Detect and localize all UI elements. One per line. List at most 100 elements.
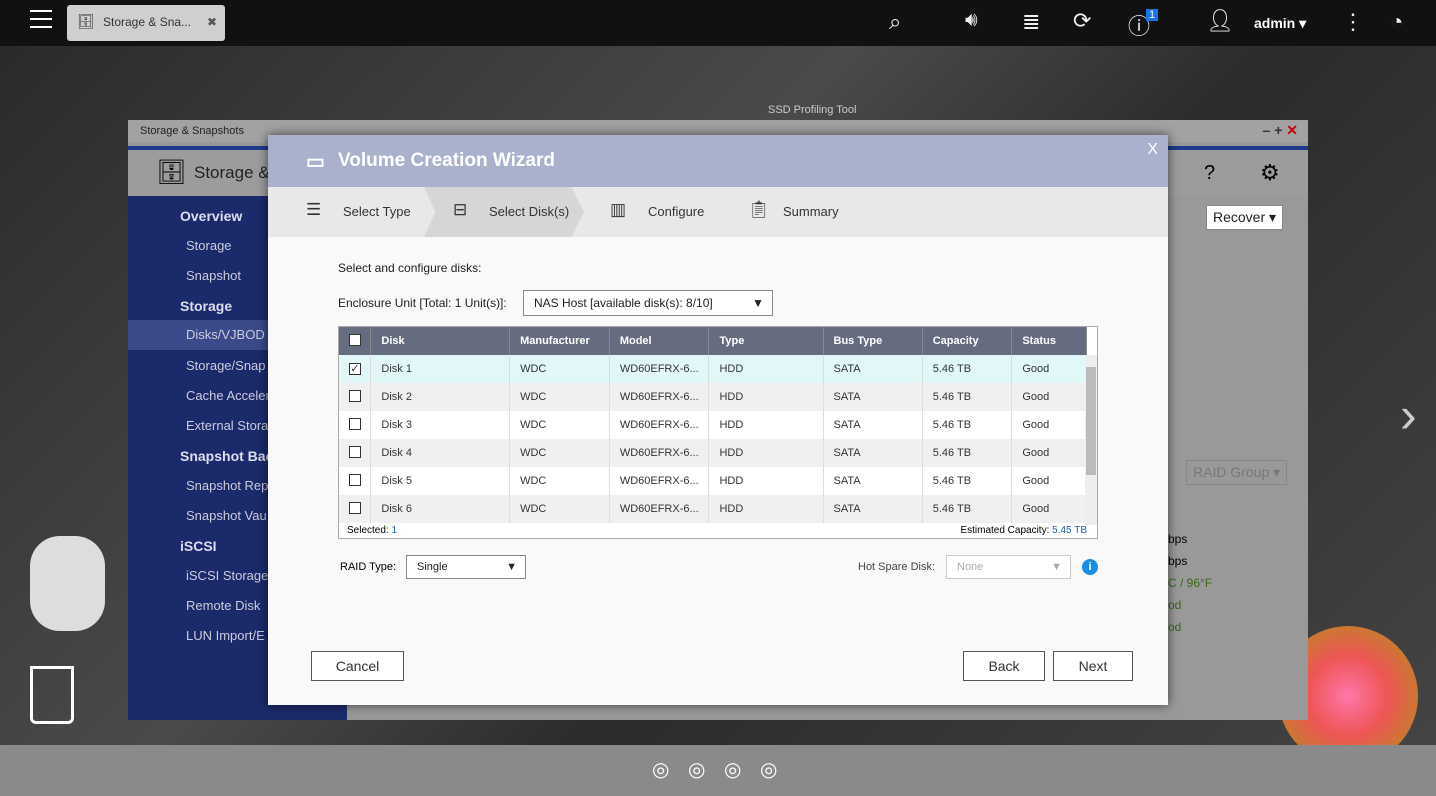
selected-count: Selected: 1 — [347, 525, 397, 536]
volume-icon[interactable]: 🔊︎ — [965, 9, 978, 31]
configure-icon: ▥ — [610, 200, 627, 219]
table-cell: 5.46 TB — [922, 355, 1013, 383]
sidebar-item[interactable]: iSCSI — [180, 538, 217, 554]
sidebar-item[interactable]: iSCSI Storage — [186, 568, 269, 583]
info-icon[interactable]: i — [1082, 559, 1098, 575]
info-icon[interactable]: ⓘ — [1128, 14, 1151, 39]
raid-group-dropdown[interactable]: RAID Group ▾ — [1186, 460, 1288, 485]
desktop-icon-label[interactable]: SSD Profiling Tool — [768, 104, 857, 116]
hot-spare-value: None — [957, 561, 984, 573]
row-checkbox[interactable] — [349, 501, 361, 514]
wizard-title: Volume Creation Wizard — [338, 150, 555, 171]
edit-icon[interactable]: ◎ — [760, 759, 778, 781]
sidebar-item[interactable]: Storage/Snap — [186, 358, 266, 373]
column-header[interactable]: Status — [1011, 327, 1087, 355]
column-header[interactable]: Manufacturer — [509, 327, 610, 355]
table-row[interactable]: Disk 4 WDC WD60EFRX-6... HDD SATA 5.46 TB Good — [339, 439, 1087, 467]
settings-icon[interactable]: ⚙ — [1260, 160, 1280, 185]
checkbox-cell — [339, 411, 372, 439]
more-icon[interactable]: ⋮ — [1342, 9, 1364, 34]
sidebar-item[interactable]: Snapshot Vau — [186, 508, 267, 523]
hot-spare-dropdown[interactable]: None ▼ — [946, 555, 1071, 579]
sidebar-item[interactable]: Storage — [186, 238, 232, 253]
sidebar-item[interactable]: Snapshot Bac — [180, 448, 274, 464]
table-cell: WD60EFRX-6... — [609, 439, 710, 467]
enclosure-dropdown[interactable]: NAS Host [available disk(s): 8/10] ▼ — [523, 290, 773, 316]
row-checkbox[interactable] — [349, 389, 361, 402]
checkbox-cell — [339, 383, 372, 411]
table-row[interactable]: Disk 3 WDC WD60EFRX-6... HDD SATA 5.46 TB Good — [339, 411, 1087, 439]
user-icon[interactable]: 👤︎ — [1206, 8, 1234, 33]
menu-icon[interactable] — [30, 10, 52, 28]
table-row[interactable]: ✓ Disk 1 WDC WD60EFRX-6... HDD SATA 5.46 TB Goo… — [339, 355, 1087, 383]
dashboard-icon[interactable]: ◔ — [1390, 9, 1404, 34]
scrollbar-thumb[interactable] — [1086, 367, 1096, 475]
chevron-down-icon: ▼ — [1051, 561, 1062, 573]
table-cell: WD60EFRX-6... — [609, 355, 710, 383]
row-checkbox[interactable] — [349, 417, 361, 430]
tools-icon[interactable]: ◎ — [688, 759, 706, 781]
table-cell: SATA — [823, 439, 923, 467]
table-cell: 5.46 TB — [922, 467, 1013, 495]
table-cell: WD60EFRX-6... — [609, 411, 710, 439]
trash-icon[interactable] — [30, 666, 74, 724]
sidebar-item[interactable]: Remote Disk — [186, 598, 261, 613]
sidebar-item[interactable]: Snapshot Rep — [186, 478, 269, 493]
app-icon: 🗄 — [156, 159, 187, 186]
tasks-icon[interactable]: ≣ — [1022, 9, 1041, 34]
window-controls[interactable]: – + ✕ — [1262, 122, 1298, 138]
disk-icon: ▭ — [306, 151, 325, 173]
cancel-button[interactable]: Cancel — [311, 651, 404, 681]
sidebar-item[interactable]: Snapshot — [186, 268, 241, 283]
step-select-disks: Select Disk(s) — [489, 204, 570, 219]
table-cell: SATA — [823, 467, 923, 495]
close-button[interactable]: X — [1147, 141, 1158, 158]
cloud-icon[interactable]: ◎ — [652, 759, 670, 781]
book-icon[interactable]: ◎ — [724, 759, 742, 781]
desktop-next-arrow-icon[interactable]: › — [1400, 387, 1417, 443]
raid-type-label: RAID Type: — [340, 561, 397, 573]
sidebar-item[interactable]: Overview — [180, 208, 243, 224]
search-icon[interactable]: ⌕ — [889, 9, 902, 34]
row-checkbox[interactable] — [349, 445, 361, 458]
checkbox-cell: ✓ — [339, 355, 372, 383]
row-checkbox[interactable] — [349, 473, 361, 486]
user-menu[interactable]: admin ▾ — [1254, 15, 1307, 31]
help-icon[interactable]: ? — [1204, 162, 1216, 184]
column-header[interactable]: Disk — [370, 327, 511, 355]
sidebar-item[interactable]: Storage — [180, 298, 233, 314]
raid-type-dropdown[interactable]: Single ▼ — [406, 555, 526, 579]
table-cell: HDD — [708, 383, 824, 411]
table-cell: Good — [1011, 439, 1087, 467]
sync-icon[interactable]: ⟳ — [1073, 8, 1092, 33]
sidebar-item[interactable]: External Stora — [186, 418, 269, 433]
column-header[interactable]: Bus Type — [823, 327, 923, 355]
table-cell: 5.46 TB — [922, 411, 1013, 439]
app-tab[interactable]: 🗄 Storage & Sna... ✖ — [67, 5, 225, 41]
close-icon[interactable]: ✖ — [206, 15, 217, 29]
table-row[interactable]: Disk 6 WDC WD60EFRX-6... HDD SATA 5.46 TB Good — [339, 495, 1087, 523]
sidebar-item[interactable]: LUN Import/E — [186, 628, 265, 643]
sidebar-item[interactable]: Cache Acceler — [186, 388, 270, 403]
table-cell: WD60EFRX-6... — [609, 383, 710, 411]
table-cell: 5.46 TB — [922, 383, 1013, 411]
assistant-robot-icon[interactable] — [30, 536, 105, 631]
disk-table: Disk Manufacturer Model Type Bus Type Capacit… — [338, 326, 1098, 539]
column-header[interactable]: Model — [609, 327, 710, 355]
recover-label: Recover — [1213, 209, 1266, 225]
table-row[interactable]: Disk 5 WDC WD60EFRX-6... HDD SATA 5.46 TB Good — [339, 467, 1087, 495]
volume-creation-wizard: ▭ Volume Creation Wizard X ☰ Select Type ⊟… — [268, 135, 1168, 705]
select-all-checkbox[interactable] — [349, 333, 361, 346]
column-header[interactable]: Type — [708, 327, 824, 355]
column-header[interactable]: Capacity — [922, 327, 1013, 355]
table-row[interactable]: Disk 2 WDC WD60EFRX-6... HDD SATA 5.46 TB Good — [339, 383, 1087, 411]
scrollbar[interactable] — [1085, 355, 1097, 525]
back-button[interactable]: Back — [963, 651, 1045, 681]
row-checkbox[interactable]: ✓ — [349, 363, 361, 375]
recover-button[interactable]: Recover ▾ — [1206, 205, 1284, 230]
table-cell: Disk 1 — [370, 355, 511, 383]
raid-type-value: Single — [417, 561, 448, 573]
table-cell: WDC — [509, 495, 610, 523]
next-button[interactable]: Next — [1053, 651, 1133, 681]
table-cell: Disk 5 — [370, 467, 511, 495]
